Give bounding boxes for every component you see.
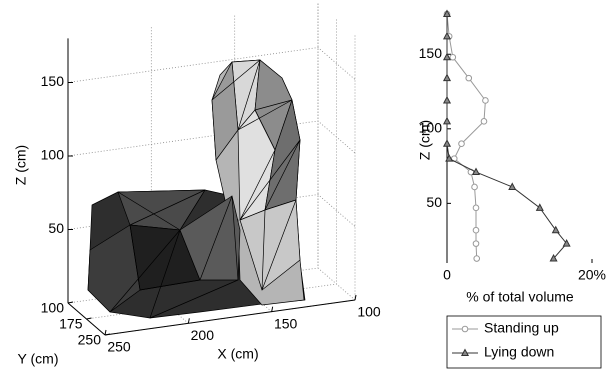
x-tick-label: 150 bbox=[274, 315, 298, 331]
x-tick-label: 20% bbox=[578, 267, 606, 283]
mesh-render bbox=[88, 60, 305, 318]
legend-marker bbox=[462, 326, 468, 332]
y-tick-label: 175 bbox=[59, 316, 83, 332]
figure: Standing up Lying down 50 100 150 250 200 150 1… bbox=[0, 0, 608, 370]
marker bbox=[444, 97, 450, 103]
marker bbox=[474, 256, 480, 262]
legend: Standing up Lying down bbox=[447, 316, 601, 368]
marker bbox=[481, 119, 487, 125]
y-tick-label: 150 bbox=[419, 45, 443, 61]
grid-line bbox=[68, 121, 355, 156]
x-tick bbox=[355, 295, 356, 300]
y-axis-label: Y (cm) bbox=[18, 351, 59, 367]
y-tick-label: 50 bbox=[426, 194, 442, 210]
x-tick bbox=[188, 318, 189, 323]
y-tick-label: 250 bbox=[78, 332, 102, 348]
marker bbox=[473, 205, 479, 211]
marker bbox=[450, 54, 456, 60]
z-tick-label: 150 bbox=[41, 73, 65, 89]
series-line bbox=[447, 14, 485, 259]
marker bbox=[444, 140, 450, 146]
marker bbox=[459, 141, 465, 147]
x-tick-label: 0 bbox=[443, 267, 451, 283]
z-axis-label: Z (cm) bbox=[13, 145, 29, 185]
marker bbox=[483, 98, 489, 104]
x-tick bbox=[105, 330, 106, 335]
x-axis-label: % of total volume bbox=[466, 289, 574, 305]
series-line bbox=[447, 14, 567, 259]
x-tick-label: 200 bbox=[191, 327, 215, 343]
grid-line bbox=[68, 48, 355, 83]
z-tick-label: 100 bbox=[41, 147, 65, 163]
x-tick bbox=[272, 307, 273, 312]
marker bbox=[473, 241, 479, 247]
y-tick-label: 100 bbox=[41, 300, 65, 316]
marker bbox=[444, 75, 450, 81]
legend-label: Standing up bbox=[484, 320, 559, 336]
marker bbox=[472, 184, 478, 190]
x-tick-label: 100 bbox=[357, 304, 381, 320]
z-tick-label: 50 bbox=[48, 220, 64, 236]
x-tick-label: 250 bbox=[107, 339, 131, 355]
marker bbox=[444, 118, 450, 124]
y-axis-label: Z (cm) bbox=[417, 120, 433, 160]
x-axis-label: X (cm) bbox=[217, 346, 258, 362]
marker bbox=[466, 75, 472, 81]
y-tick bbox=[68, 302, 73, 303]
marker bbox=[473, 227, 479, 233]
y-tick bbox=[87, 318, 92, 319]
marker bbox=[537, 204, 543, 210]
legend-label: Lying down bbox=[484, 344, 554, 360]
